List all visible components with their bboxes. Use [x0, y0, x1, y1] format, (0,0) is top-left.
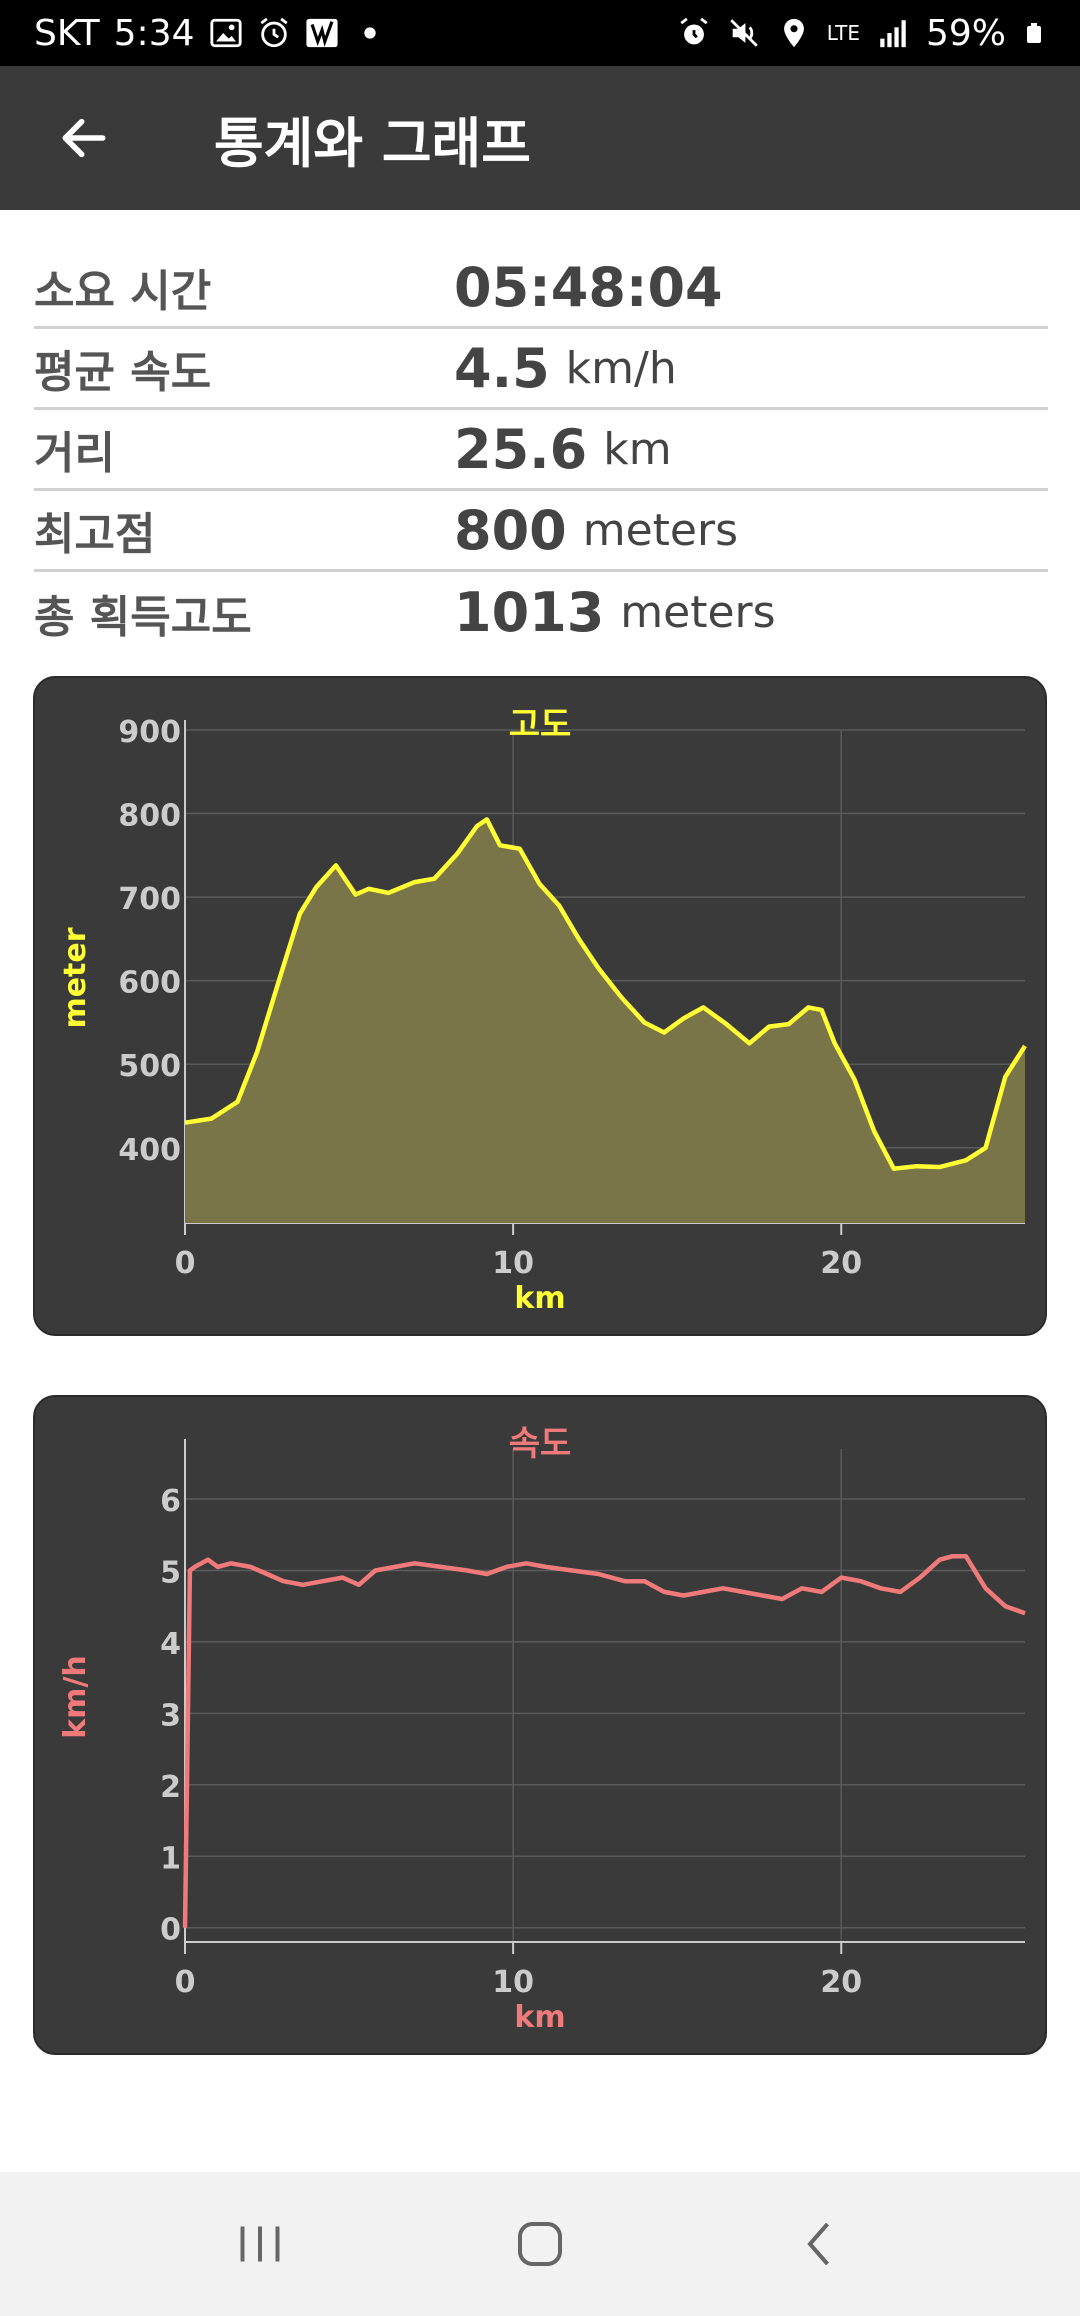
- y-tick-label: 500: [118, 1049, 181, 1084]
- x-axis-label: km: [514, 1281, 565, 1316]
- location-icon: [783, 18, 804, 48]
- y-axis-label: meter: [58, 927, 93, 1028]
- y-tick-label: 900: [118, 715, 181, 750]
- app-icon: [305, 18, 338, 48]
- x-tick-label: 10: [492, 1965, 534, 2000]
- page-title: 통계와 그래프: [214, 111, 531, 175]
- y-tick-label: 400: [118, 1133, 181, 1168]
- signal-icon: [880, 20, 906, 48]
- clock-label: 5:34: [113, 12, 195, 54]
- chart-title: 속도: [509, 1424, 572, 1464]
- y-tick-label: 0: [160, 1913, 181, 1948]
- x-tick-label: 0: [175, 1246, 196, 1281]
- back-button[interactable]: [34, 88, 134, 188]
- dot-icon: [363, 27, 376, 39]
- stats-table: 소요 시간 05:48:04 평균 속도 4.5 km/h 거리 25.6 km…: [34, 248, 1048, 653]
- status-bar: SKT 5:34 LTE 59%: [0, 0, 1080, 66]
- y-tick-label: 4: [160, 1627, 181, 1662]
- y-tick-label: 800: [118, 799, 181, 834]
- home-icon: [518, 2222, 562, 2266]
- chart-title: 고도: [509, 705, 572, 745]
- stat-row-distance: 거리 25.6 km: [34, 410, 1048, 491]
- stat-row-total-ascent: 총 획득고도 1013 meters: [34, 572, 1048, 653]
- system-nav-bar: [0, 2172, 1080, 2316]
- battery-icon: [1027, 23, 1041, 43]
- carrier-label: SKT: [34, 12, 100, 54]
- y-tick-label: 5: [160, 1555, 181, 1590]
- x-tick-label: 10: [492, 1246, 534, 1281]
- stat-value: 05:48:04: [454, 255, 723, 319]
- stat-label: 소요 시간: [34, 266, 212, 317]
- stat-unit: meters: [582, 504, 739, 556]
- alarm-icon: [259, 17, 288, 48]
- stat-unit: km/h: [565, 342, 677, 394]
- x-tick-label: 0: [175, 1965, 196, 2000]
- stat-unit: km: [603, 423, 672, 475]
- stat-value: 4.5: [454, 336, 550, 400]
- y-tick-label: 6: [160, 1484, 181, 1519]
- speed-chart: 0 1 2 3 4 5 6 0 10 20 속도 km km/h: [58, 1424, 1026, 2035]
- stat-label: 최고점: [34, 509, 156, 560]
- lte-icon: LTE: [826, 21, 860, 45]
- recents-button[interactable]: [200, 2194, 320, 2294]
- alarm-icon: [680, 17, 708, 45]
- stat-unit: meters: [620, 587, 776, 638]
- y-tick-label: 2: [160, 1770, 181, 1805]
- altitude-chart-card: 400 500 600 700 800 900 0 10 20 고도 km meter: [33, 676, 1047, 1336]
- x-axis-label: km: [514, 2000, 565, 2035]
- speed-chart-card: 0 1 2 3 4 5 6 0 10 20 속도 km km/h: [33, 1395, 1047, 2055]
- stat-row-max-altitude: 최고점 800 meters: [34, 491, 1048, 572]
- y-axis-label: km/h: [58, 1655, 93, 1739]
- arrow-left-icon: [62, 118, 106, 158]
- back-icon: [807, 2222, 830, 2266]
- app-bar: 통계와 그래프: [0, 66, 1080, 210]
- battery-percent: 59%: [925, 12, 1006, 54]
- stat-value: 1013: [454, 581, 605, 644]
- series-area-fill: [185, 819, 1025, 1223]
- y-tick-label: 3: [160, 1698, 181, 1733]
- x-tick-label: 20: [820, 1246, 862, 1281]
- altitude-chart: 400 500 600 700 800 900 0 10 20 고도 km meter: [58, 705, 1027, 1316]
- stat-value: 800: [454, 498, 567, 562]
- nav-back-button[interactable]: [760, 2194, 880, 2294]
- home-button[interactable]: [480, 2194, 600, 2294]
- stat-row-avg-speed: 평균 속도 4.5 km/h: [34, 329, 1048, 410]
- gallery-icon: [209, 18, 242, 48]
- series-line: [182, 1553, 1026, 1928]
- series-line: [184, 817, 1027, 1171]
- y-tick-label: 1: [160, 1841, 181, 1876]
- stat-label: 거리: [34, 428, 115, 479]
- y-tick-label: 700: [118, 882, 181, 917]
- y-tick-label: 600: [118, 966, 181, 1001]
- x-tick-label: 20: [820, 1965, 862, 2000]
- recents-icon: [240, 2226, 280, 2262]
- stat-row-duration: 소요 시간 05:48:04: [34, 248, 1048, 329]
- stat-label: 총 획득고도: [34, 591, 252, 643]
- mute-icon: [729, 19, 758, 47]
- stat-label: 평균 속도: [34, 347, 212, 398]
- stat-value: 25.6: [454, 417, 588, 481]
